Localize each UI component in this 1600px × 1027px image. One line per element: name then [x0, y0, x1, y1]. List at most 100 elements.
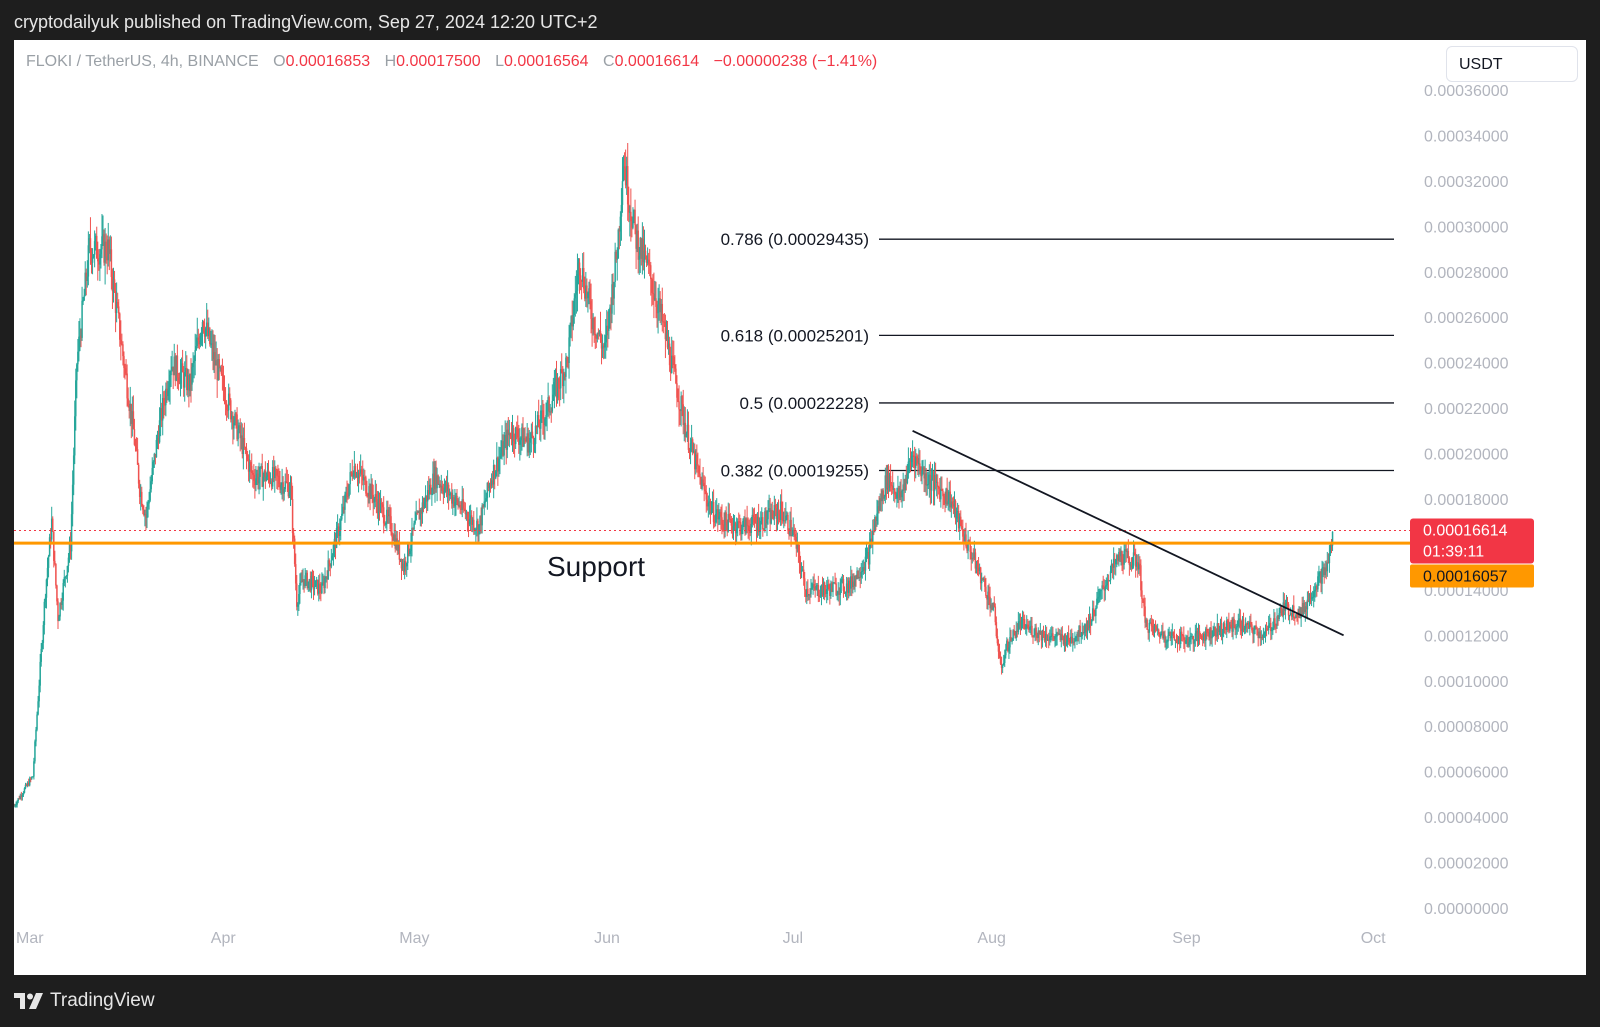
candle-body: [1105, 585, 1108, 587]
candle-body: [798, 551, 801, 564]
candle-body: [964, 534, 966, 541]
candle-body: [70, 514, 73, 552]
candle-body: [389, 514, 391, 517]
candle-body: [217, 359, 219, 380]
candle-body: [1311, 597, 1314, 599]
candle-body: [899, 491, 901, 498]
candle-body: [32, 776, 34, 778]
candle-body: [346, 492, 348, 497]
candle-body: [502, 441, 504, 456]
price-chart[interactable]: 0.786 (0.00029435) 0.618 (0.00025201) 0.5 …: [14, 40, 1586, 975]
candle-body: [265, 476, 268, 481]
candle-body: [1273, 618, 1275, 628]
candle-body: [433, 473, 435, 490]
candle-body: [743, 518, 745, 522]
y-tick-label: 0.00000000: [1424, 901, 1509, 918]
candle-body: [562, 371, 564, 387]
candle-body: [641, 238, 644, 259]
candle-body: [938, 487, 940, 489]
y-tick-label: 0.00004000: [1424, 810, 1509, 827]
candle-body: [226, 410, 229, 412]
tradingview-brand[interactable]: TradingView: [14, 990, 155, 1012]
candle-body: [66, 566, 69, 576]
candle-body: [409, 550, 411, 554]
candle-body: [142, 505, 144, 510]
candle-body: [1221, 632, 1224, 636]
candle-body: [201, 321, 204, 333]
candle-body: [595, 334, 598, 339]
candle-body: [249, 462, 252, 466]
candle-body: [126, 373, 128, 399]
candle-body: [190, 373, 192, 385]
candle-body: [1176, 642, 1179, 645]
candle-body: [553, 381, 556, 395]
candle-body: [106, 256, 108, 261]
candle-body: [316, 579, 319, 594]
candle-body: [1286, 603, 1289, 605]
candle-body: [64, 577, 67, 579]
candle-body: [107, 239, 110, 261]
candle-body: [269, 481, 272, 483]
candle-body: [1050, 635, 1052, 637]
candle-body: [286, 482, 289, 484]
candle-body: [407, 543, 409, 564]
candle-body: [848, 580, 851, 589]
candle-body: [1207, 632, 1209, 634]
candle-body: [1016, 630, 1019, 632]
candle-body: [1017, 621, 1020, 632]
candle-body: [1104, 586, 1107, 591]
candle-body: [260, 466, 262, 468]
candle-body: [513, 441, 516, 445]
candle-body: [216, 360, 218, 380]
candle-body: [1018, 621, 1021, 623]
candle-body: [1312, 591, 1315, 598]
candle-body: [514, 427, 517, 445]
currency-button[interactable]: USDT: [1446, 46, 1578, 82]
candle-body: [618, 229, 621, 232]
candle-body: [279, 483, 281, 490]
candle-body: [660, 303, 662, 313]
candle-body: [799, 563, 802, 572]
candle-body: [1141, 590, 1143, 599]
candle-body: [503, 441, 505, 456]
candle-body: [475, 529, 477, 531]
candle-body: [785, 515, 787, 522]
candle-body: [35, 729, 37, 742]
candle-body: [1012, 630, 1014, 641]
candle-body: [177, 377, 180, 382]
candle-body: [844, 591, 847, 593]
x-tick-label: Oct: [1361, 930, 1386, 947]
candle-body: [1132, 552, 1135, 566]
candle-body: [977, 567, 980, 572]
last-price-value: 0.00016614: [1423, 522, 1508, 539]
candle-body: [111, 277, 114, 292]
candle-body: [124, 367, 126, 369]
candle-body: [37, 701, 39, 715]
candle-body: [997, 643, 1000, 652]
candle-body: [877, 506, 879, 514]
change-value: −0.00000238 (−1.41%): [713, 53, 878, 70]
candle-body: [358, 472, 361, 474]
candle-body: [910, 455, 913, 463]
candle-body: [774, 505, 777, 508]
candle-body: [388, 514, 390, 517]
candle-body: [1129, 564, 1132, 566]
candle-body: [424, 495, 427, 502]
candle-body: [568, 337, 570, 363]
high-label: H: [384, 53, 397, 70]
candle-body: [674, 364, 676, 369]
candle-body: [733, 523, 736, 527]
candle-body: [550, 411, 553, 413]
chart-panel[interactable]: 0.786 (0.00029435) 0.618 (0.00025201) 0.5 …: [14, 40, 1586, 975]
candle-body: [315, 579, 318, 581]
candle-body: [787, 514, 789, 531]
candle-body: [91, 257, 94, 263]
candle-body: [1140, 565, 1142, 591]
candle-body: [850, 576, 852, 589]
candle-body: [780, 501, 783, 513]
candle-body: [359, 469, 362, 473]
candle-body: [1205, 628, 1207, 641]
candle-body: [1267, 625, 1270, 631]
candle-body: [100, 249, 102, 255]
candle-body: [383, 523, 386, 525]
